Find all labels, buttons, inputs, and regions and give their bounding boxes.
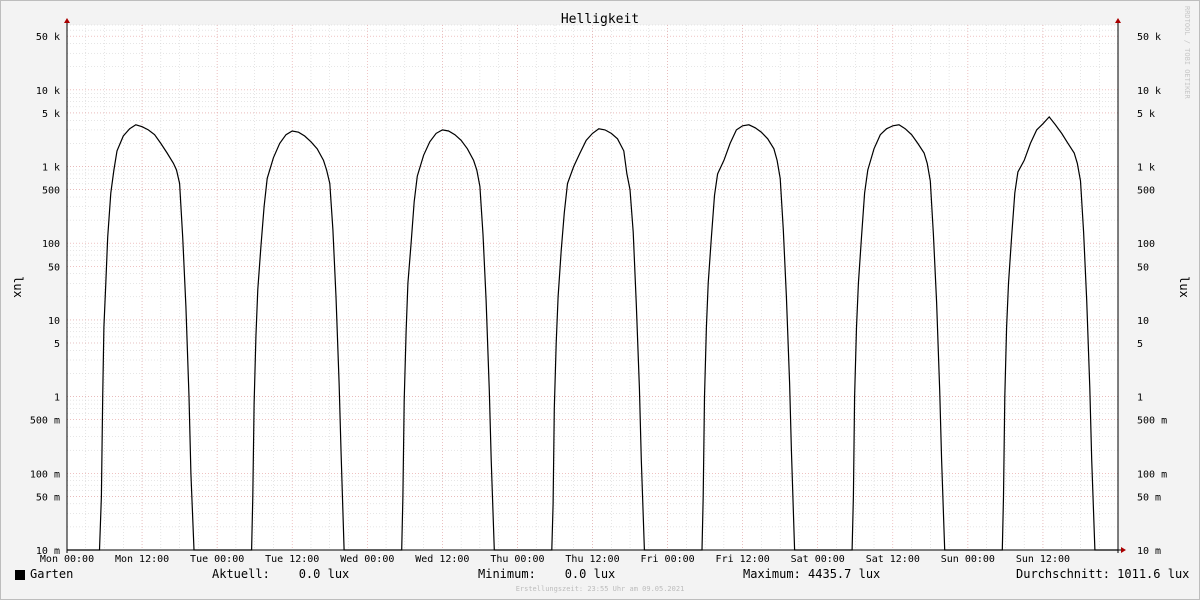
y-tick-label-left: 5 k [42, 109, 60, 120]
x-tick-label: Tue 12:00 [265, 554, 319, 565]
y-tick-label-left: 100 [42, 239, 60, 250]
legend-label: Garten [30, 567, 74, 581]
rrdtool-watermark: RRDTOOL / TOBI OETIKER [1183, 6, 1191, 99]
x-tick-label: Sun 12:00 [1016, 554, 1070, 565]
stat-average: Durchschnitt: 1011.6 lux [1016, 567, 1190, 581]
y-tick-label-left: 1 [54, 393, 60, 404]
x-tick-label: Fri 00:00 [640, 554, 694, 565]
stat-minimum: Minimum: 0.0 lux [478, 567, 616, 581]
y-tick-label-right: 100 [1137, 239, 1155, 250]
y-tick-label-right: 50 k [1137, 32, 1161, 43]
y-tick-label-right: 500 [1137, 186, 1155, 197]
y-tick-label-right: 1 k [1137, 163, 1155, 174]
y-tick-label-left: 10 [48, 316, 60, 327]
y-tick-label-right: 50 [1137, 262, 1149, 273]
series-line-garten [67, 115, 1118, 551]
y-tick-label-right: 50 m [1137, 492, 1161, 503]
y-axis-label-left: lux [11, 276, 25, 298]
x-tick-label: Fri 12:00 [716, 554, 770, 565]
y-tick-label-left: 50 m [36, 492, 60, 503]
stat-current: Aktuell: 0.0 lux [212, 567, 350, 581]
y-tick-label-right: 10 k [1137, 86, 1161, 97]
legend-swatch [15, 570, 25, 580]
y-tick-label-left: 500 [42, 186, 60, 197]
y-tick-label-left: 5 [54, 339, 60, 350]
y-tick-label-right: 5 [1137, 339, 1143, 350]
creation-timestamp: Erstellungszeit: 23:55 Uhr am 09.05.2021 [515, 585, 685, 593]
y-tick-label-right: 10 m [1137, 546, 1161, 557]
x-tick-label: Thu 00:00 [490, 554, 544, 565]
x-tick-label: Tue 00:00 [190, 554, 244, 565]
x-tick-label: Mon 12:00 [115, 554, 169, 565]
x-tick-label: Sat 12:00 [866, 554, 920, 565]
tick-labels: 10 m 10 m 50 m 50 m 100 m 100 m 500 m 500 m 1 1 5 5… [30, 32, 1167, 565]
y-tick-label-left: 10 m [36, 546, 60, 557]
x-tick-label: Thu 12:00 [565, 554, 619, 565]
x-tick-label: Sat 00:00 [791, 554, 845, 565]
y-axis-arrow-left [64, 18, 70, 23]
y-tick-label-right: 10 [1137, 316, 1149, 327]
y-tick-label-left: 50 [48, 262, 60, 273]
y-tick-label-left: 1 k [42, 163, 60, 174]
y-tick-label-left: 100 m [30, 469, 60, 480]
y-tick-label-right: 1 [1137, 393, 1143, 404]
y-tick-label-left: 10 k [36, 86, 60, 97]
x-tick-label: Wed 00:00 [340, 554, 394, 565]
chart-title: Helligkeit [561, 12, 639, 27]
x-tick-label: Wed 12:00 [415, 554, 469, 565]
y-tick-label-right: 100 m [1137, 469, 1167, 480]
stat-maximum: Maximum: 4435.7 lux [743, 567, 881, 581]
y-tick-label-right: 5 k [1137, 109, 1155, 120]
y-axis-label-right: lux [1177, 276, 1191, 298]
y-axis-arrow-right [1115, 18, 1121, 23]
x-axis-arrow [1121, 547, 1126, 553]
x-tick-label: Mon 00:00 [40, 554, 94, 565]
y-tick-label-right: 500 m [1137, 416, 1167, 427]
y-tick-label-left: 500 m [30, 416, 60, 427]
y-tick-label-left: 50 k [36, 32, 60, 43]
x-tick-label: Sun 00:00 [941, 554, 995, 565]
